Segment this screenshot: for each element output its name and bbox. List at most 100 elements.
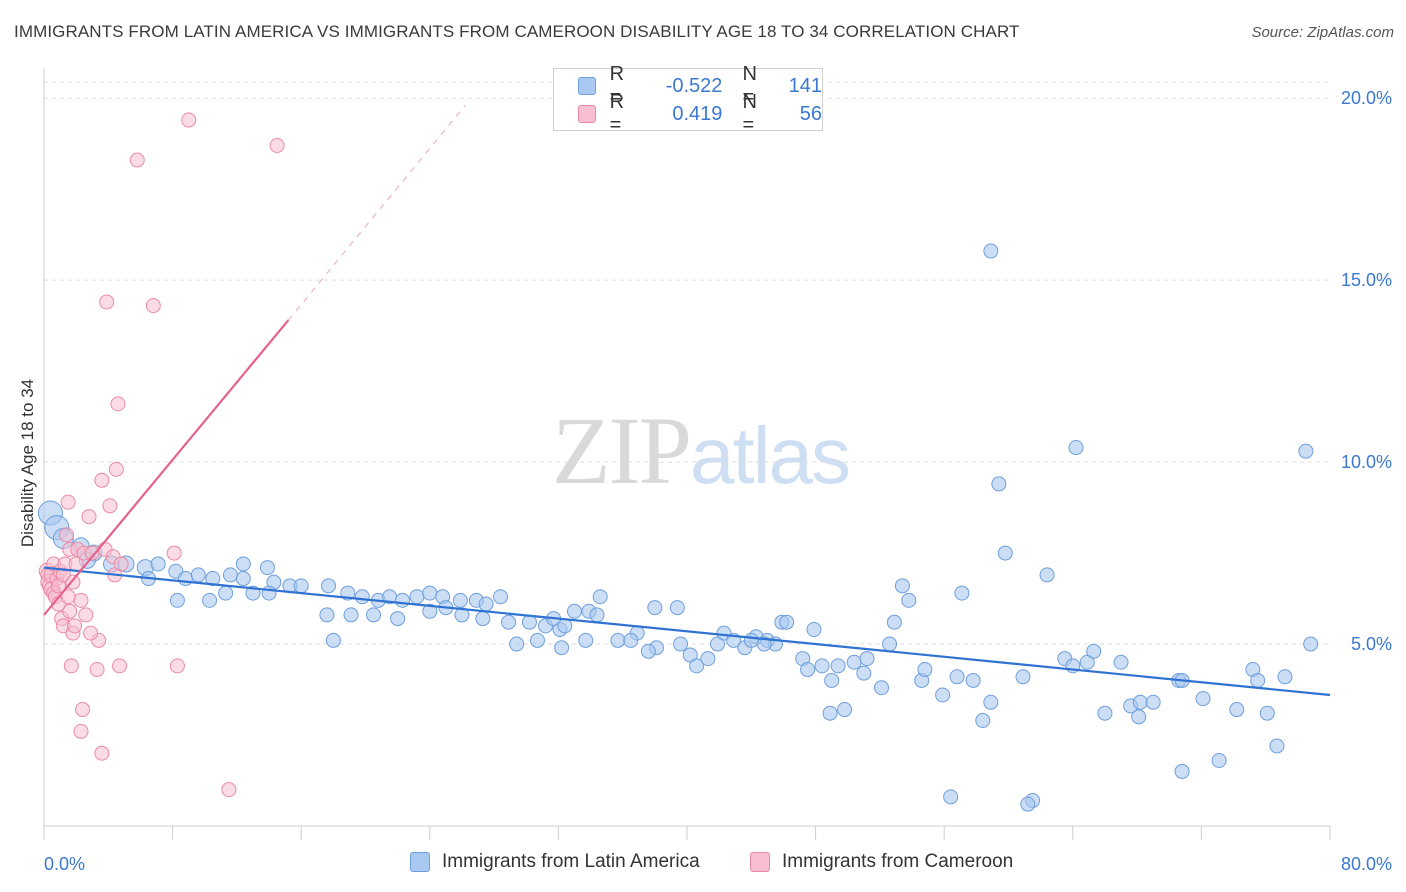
latin-america-point (943, 789, 959, 805)
latin-america-point (1211, 752, 1227, 768)
latin-america-point (814, 658, 830, 674)
latin-america-point (610, 632, 626, 648)
legend-item-latin-america[interactable]: Immigrants from Latin America (410, 851, 700, 873)
latin-america-point (710, 636, 726, 652)
cameroon-point (108, 461, 124, 477)
watermark: ZIPatlas (552, 395, 851, 506)
latin-america-point (293, 578, 309, 594)
latin-america-point (1174, 763, 1190, 779)
latin-america-point (169, 592, 185, 608)
cameroon-swatch (750, 852, 770, 872)
cameroon-point (73, 592, 89, 608)
latin-america-point (949, 669, 965, 685)
latin-america-point (856, 665, 872, 681)
cameroon-point (102, 498, 118, 514)
latin-america-point (935, 687, 951, 703)
latin-america-point (190, 567, 206, 583)
latin-america-point (882, 636, 898, 652)
y-tick-label: 20.0% (1341, 88, 1392, 108)
latin-america-point (390, 611, 406, 627)
cameroon-point (181, 112, 197, 128)
cameroon-point (60, 494, 76, 510)
x-tick-label: 0.0% (44, 854, 85, 874)
r-value: 0.419 (672, 102, 723, 125)
latin-america-point (1068, 440, 1084, 456)
latin-america-point (202, 592, 218, 608)
latin-america-point (1277, 669, 1293, 685)
latin-america-point (321, 578, 337, 594)
latin-america-point (343, 607, 359, 623)
latin-america-point (669, 600, 685, 616)
cameroon-point (81, 509, 97, 525)
latin-america-point (205, 571, 221, 587)
cameroon-point (129, 152, 145, 168)
cameroon-point (145, 298, 161, 314)
cameroon-point (73, 723, 89, 739)
latin-america-point (1259, 705, 1275, 721)
cameroon-swatch (578, 105, 596, 123)
latin-america-point (475, 611, 491, 627)
latin-america-point (409, 589, 425, 605)
latin-america-point (975, 712, 991, 728)
latin-america-point (846, 654, 862, 670)
n-label: N = (742, 91, 757, 136)
legend-label: Immigrants from Cameroon (782, 851, 1014, 872)
cameroon-point (59, 527, 75, 543)
latin-america-point (478, 596, 494, 612)
latin-america-point (1145, 694, 1161, 710)
latin-america-point (325, 632, 341, 648)
latin-america-point (235, 556, 251, 572)
stats-row-latin-america: R = -0.522 N = 141 (578, 63, 822, 108)
latin-america-point (261, 585, 277, 601)
latin-america-point (521, 614, 537, 630)
latin-america-point (886, 614, 902, 630)
latin-america-point (894, 578, 910, 594)
latin-america-point (1298, 443, 1314, 459)
cameroon-point (169, 658, 185, 674)
latin-america-point (800, 662, 816, 678)
latin-america-point (1303, 636, 1319, 652)
latin-america-point (997, 545, 1013, 561)
y-tick-label: 5.0% (1351, 634, 1392, 654)
source-label: Source: ZipAtlas.com (1251, 24, 1394, 41)
latin-america-point (1086, 643, 1102, 659)
cameroon-point (60, 589, 76, 605)
latin-america-point (530, 632, 546, 648)
latin-america-point (509, 636, 525, 652)
cameroon-point (94, 472, 110, 488)
latin-america-point (983, 243, 999, 259)
latin-america-point (589, 607, 605, 623)
r-label: R = (609, 63, 625, 108)
latin-america-point (673, 636, 689, 652)
cameroon-point (67, 618, 83, 634)
latin-america-point (1079, 654, 1095, 670)
latin-america-point (743, 632, 759, 648)
latin-america-point (689, 658, 705, 674)
latin-america-point (222, 567, 238, 583)
y-tick-label: 15.0% (1341, 270, 1392, 290)
latin-america-point (592, 589, 608, 605)
cameroon-point (99, 294, 115, 310)
latin-america-point (1097, 705, 1113, 721)
latin-america-point (557, 618, 573, 634)
latin-america-point (422, 603, 438, 619)
latin-america-point (218, 585, 234, 601)
stats-row-cameroon: R = 0.419 N = 56 (578, 91, 822, 136)
latin-america-point (501, 614, 517, 630)
latin-america-point (452, 592, 468, 608)
cameroon-point (89, 662, 105, 678)
latin-america-point (682, 647, 698, 663)
latin-america-point (493, 589, 509, 605)
watermark-zip: ZIP (552, 397, 692, 504)
latin-america-point (640, 643, 656, 659)
cameroon-point (94, 745, 110, 761)
latin-america-point (824, 672, 840, 688)
latin-america-point (1020, 796, 1036, 812)
latin-america-point (623, 632, 639, 648)
legend-item-cameroon[interactable]: Immigrants from Cameroon (750, 851, 1013, 873)
latin-america-point (901, 592, 917, 608)
latin-america-point (1195, 691, 1211, 707)
series-legend: Immigrants from Latin America Immigrants… (0, 851, 1406, 879)
cameroon-point (63, 658, 79, 674)
